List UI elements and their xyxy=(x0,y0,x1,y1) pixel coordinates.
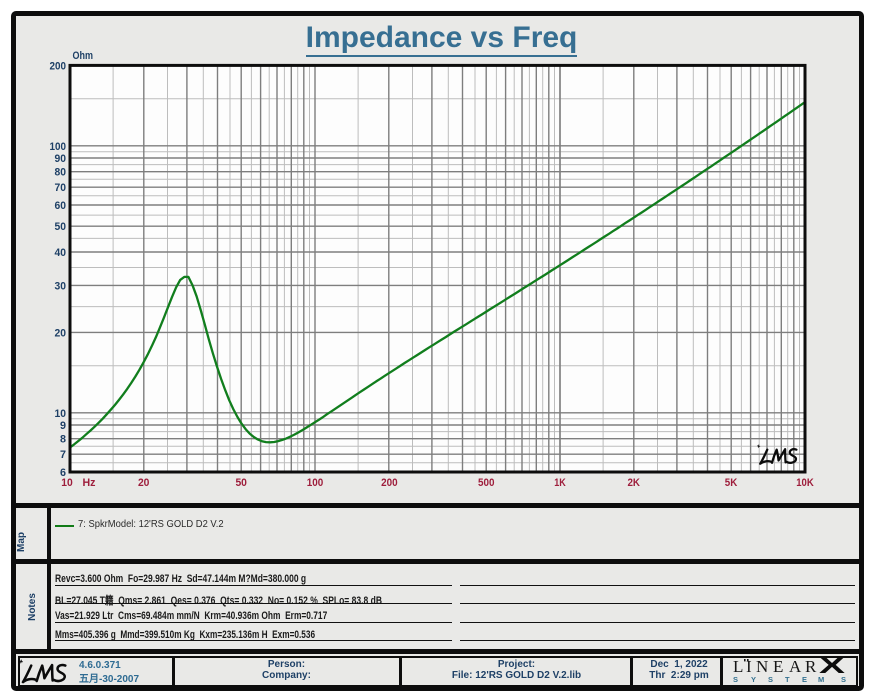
svg-text:Hz: Hz xyxy=(83,477,96,489)
svg-text:A: A xyxy=(789,657,802,676)
svg-text:E: E xyxy=(802,675,807,684)
svg-text:30: 30 xyxy=(55,280,67,292)
svg-text:M: M xyxy=(818,675,824,684)
svg-text:Y: Y xyxy=(751,675,756,684)
svg-text:200: 200 xyxy=(381,477,398,489)
svg-text:6: 6 xyxy=(60,467,66,479)
svg-text:500: 500 xyxy=(478,477,495,489)
svg-text:100: 100 xyxy=(50,141,67,153)
svg-text:R: R xyxy=(805,657,817,676)
svg-text:70: 70 xyxy=(55,182,67,194)
svg-text:10: 10 xyxy=(55,408,67,420)
svg-text:40: 40 xyxy=(55,247,67,259)
svg-text:S: S xyxy=(768,675,773,684)
svg-text:S: S xyxy=(841,675,846,684)
svg-text:90: 90 xyxy=(55,153,67,165)
svg-text:L: L xyxy=(733,657,743,676)
svg-text:2K: 2K xyxy=(627,477,640,489)
svg-text:1K: 1K xyxy=(554,477,566,489)
svg-text:E: E xyxy=(773,657,783,676)
svg-text:7: 7 xyxy=(60,449,66,461)
svg-text:60: 60 xyxy=(55,200,67,212)
svg-text:8: 8 xyxy=(60,434,66,446)
svg-text:80: 80 xyxy=(55,167,67,179)
svg-text:Ohm: Ohm xyxy=(73,50,94,62)
svg-text:I: I xyxy=(746,657,752,676)
svg-text:20: 20 xyxy=(138,477,150,489)
svg-text:20: 20 xyxy=(55,327,67,339)
svg-text:T: T xyxy=(785,675,790,684)
svg-text:50: 50 xyxy=(55,221,67,233)
svg-text:5K: 5K xyxy=(725,477,738,489)
svg-text:S: S xyxy=(733,675,738,684)
svg-text:9: 9 xyxy=(60,420,66,432)
svg-text:X: X xyxy=(819,653,846,678)
svg-text:N: N xyxy=(756,657,768,676)
svg-text:10: 10 xyxy=(61,477,73,489)
svg-text:200: 200 xyxy=(50,60,67,72)
svg-text:100: 100 xyxy=(307,477,324,489)
svg-text:50: 50 xyxy=(235,477,247,489)
svg-text:10K: 10K xyxy=(796,477,814,489)
